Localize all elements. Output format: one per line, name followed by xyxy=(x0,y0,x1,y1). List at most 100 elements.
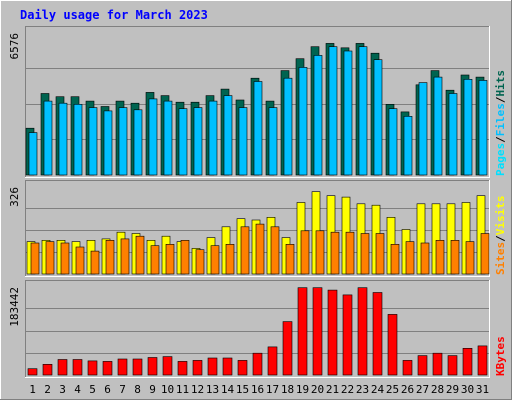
day-label-4: 4 xyxy=(74,383,81,396)
bar-sites-day-18 xyxy=(285,244,295,275)
bar-sites-day-16 xyxy=(255,223,265,275)
bar-files-day-22 xyxy=(343,50,353,176)
bar-files-day-28 xyxy=(433,76,443,176)
day-label-6: 6 xyxy=(104,383,111,396)
day-label-29: 29 xyxy=(446,383,459,396)
day-label-24: 24 xyxy=(371,383,385,396)
bar-files-day-24 xyxy=(373,59,383,176)
day-label-26: 26 xyxy=(401,383,414,396)
bar-sites-day-30 xyxy=(465,241,475,275)
panel-visits-sites: 326 Sites/Visits xyxy=(8,180,507,277)
bar-files-day-15 xyxy=(238,107,248,176)
bar-kbytes-day-25 xyxy=(387,314,398,376)
day-label-3: 3 xyxy=(59,383,66,396)
bar-files-day-13 xyxy=(208,100,218,176)
bar-sites-day-29 xyxy=(450,240,460,275)
bar-sites-day-12 xyxy=(195,249,205,275)
day-label-30: 30 xyxy=(461,383,474,396)
bar-files-day-1 xyxy=(28,132,38,176)
bar-kbytes-day-27 xyxy=(417,355,428,376)
day-label-27: 27 xyxy=(416,383,429,396)
bar-sites-day-17 xyxy=(270,226,280,275)
bar-sites-day-10 xyxy=(165,244,175,275)
legend-visits-sites: Sites/Visits xyxy=(494,196,507,276)
bar-files-day-23 xyxy=(358,46,368,176)
bar-files-day-6 xyxy=(103,110,113,176)
bar-sites-day-2 xyxy=(45,241,55,275)
bar-sites-day-5 xyxy=(90,250,100,275)
day-label-25: 25 xyxy=(386,383,399,396)
bar-kbytes-day-5 xyxy=(87,360,98,376)
day-label-13: 13 xyxy=(206,383,219,396)
panel-kbytes: 183442 KBytes xyxy=(8,280,507,378)
day-label-10: 10 xyxy=(161,383,174,396)
bar-kbytes-day-11 xyxy=(177,361,188,376)
bar-sites-day-11 xyxy=(180,240,190,275)
bar-kbytes-day-6 xyxy=(102,361,113,376)
bar-kbytes-day-19 xyxy=(297,287,308,376)
bar-kbytes-day-12 xyxy=(192,360,203,376)
day-label-9: 9 xyxy=(149,383,156,396)
legend-kbytes: KBytes xyxy=(494,336,507,376)
bar-kbytes-day-22 xyxy=(342,294,353,376)
day-label-7: 7 xyxy=(119,383,126,396)
bar-kbytes-day-7 xyxy=(117,358,128,376)
bar-files-day-26 xyxy=(403,116,413,176)
legend-separator: / xyxy=(494,136,507,143)
bar-files-day-2 xyxy=(43,100,53,176)
bar-files-day-17 xyxy=(268,107,278,176)
bar-files-day-12 xyxy=(193,107,203,176)
bar-kbytes-day-29 xyxy=(447,355,458,376)
bar-kbytes-day-30 xyxy=(462,347,473,376)
bar-files-day-8 xyxy=(133,109,143,176)
bar-files-day-5 xyxy=(88,107,98,176)
bar-kbytes-day-31 xyxy=(477,345,488,376)
bar-kbytes-day-21 xyxy=(327,289,338,376)
day-label-18: 18 xyxy=(281,383,294,396)
bar-files-day-16 xyxy=(253,81,263,176)
ymax-label-hits-files-pages: 6576 xyxy=(8,33,21,60)
day-label-12: 12 xyxy=(191,383,204,396)
bar-sites-day-1 xyxy=(30,242,40,275)
bar-sites-day-19 xyxy=(300,230,310,275)
day-label-5: 5 xyxy=(89,383,96,396)
legend-hits: Hits xyxy=(494,70,507,97)
legend-pages: Pages xyxy=(494,143,507,176)
bar-files-day-10 xyxy=(163,100,173,176)
bar-files-day-29 xyxy=(448,93,458,176)
chart-title: Daily usage for March 2023 xyxy=(20,8,208,22)
bar-files-day-4 xyxy=(73,104,83,176)
bar-files-day-9 xyxy=(148,98,158,176)
bar-files-day-27 xyxy=(418,82,428,176)
day-label-8: 8 xyxy=(134,383,141,396)
day-labels: 1 2 3 4 5 6 7 8 9 10 11 12 13 14 15 16 17 18 19 20 21 22 23 24 2… xyxy=(29,383,489,396)
day-label-17: 17 xyxy=(266,383,279,396)
day-label-22: 22 xyxy=(341,383,354,396)
day-label-11: 11 xyxy=(176,383,189,396)
bar-sites-day-7 xyxy=(120,238,130,275)
day-label-2: 2 xyxy=(44,383,51,396)
bar-sites-day-28 xyxy=(435,240,445,275)
bar-kbytes-day-15 xyxy=(237,360,248,376)
bar-kbytes-day-20 xyxy=(312,287,323,376)
legend-files: Files xyxy=(494,103,507,136)
day-label-21: 21 xyxy=(326,383,339,396)
day-label-28: 28 xyxy=(431,383,444,396)
bar-kbytes-day-16 xyxy=(252,352,263,376)
bar-kbytes-day-3 xyxy=(57,359,68,376)
bar-kbytes-day-28 xyxy=(432,352,443,376)
legend-separator: / xyxy=(494,96,507,103)
legend-separator: / xyxy=(494,235,507,242)
bar-sites-day-31 xyxy=(480,233,490,275)
bar-files-day-20 xyxy=(313,55,323,176)
chart-panels: 6576Pages/Files/Hits326Sites/Visits18344… xyxy=(8,26,507,378)
bar-sites-day-13 xyxy=(210,245,220,275)
bar-files-day-18 xyxy=(283,77,293,176)
bar-sites-day-8 xyxy=(135,235,145,275)
bar-sites-day-23 xyxy=(360,233,370,275)
bar-kbytes-day-9 xyxy=(147,357,158,376)
bar-sites-day-14 xyxy=(225,244,235,275)
bar-sites-day-26 xyxy=(405,241,415,275)
